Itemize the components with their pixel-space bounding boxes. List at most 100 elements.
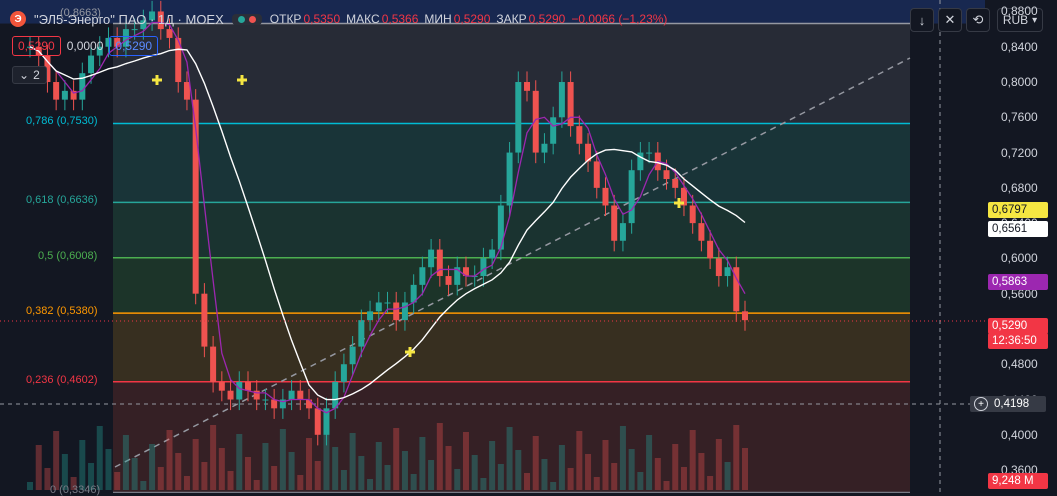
volume-bar xyxy=(323,424,330,490)
candle-body xyxy=(332,381,339,409)
crosshair-price-value: 0,4198 xyxy=(994,398,1030,410)
candle-body xyxy=(306,399,313,409)
volume-bar xyxy=(567,468,574,490)
chevron-down-icon: ▾ xyxy=(1032,14,1038,26)
candle-body xyxy=(53,82,60,100)
candle-body xyxy=(201,293,208,347)
candle-body xyxy=(593,161,600,188)
volume-bar xyxy=(140,481,147,490)
volume-bar xyxy=(201,462,208,490)
volume-bar xyxy=(288,452,295,490)
ohlc-low-value: 0,5290 xyxy=(453,12,491,26)
volume-bar xyxy=(122,435,129,490)
chevron-down-icon: ⌄ xyxy=(19,68,30,82)
indicators-toggle[interactable]: ⌄ 2 xyxy=(12,66,47,84)
candle-body xyxy=(532,90,539,153)
candle-body xyxy=(462,267,469,277)
fib-level-label: 0,618 (0,6636) xyxy=(26,194,98,207)
volume-bar xyxy=(410,474,417,490)
volume-bar xyxy=(462,432,469,490)
volume-bar xyxy=(654,458,661,490)
price-badge: 12:36:50 xyxy=(988,333,1048,349)
reset-button[interactable]: ⟲ xyxy=(966,8,990,32)
signal-marker xyxy=(152,75,162,85)
volume-bar xyxy=(131,458,138,490)
fib-level-label: (0,8663) xyxy=(60,6,101,19)
fib-level-label: 0,5 (0,6008) xyxy=(38,249,98,262)
volume-bar xyxy=(332,447,339,490)
fib-zone xyxy=(113,23,910,124)
candle-body xyxy=(79,73,86,100)
symbol-header: Э "ЭЛ5-Энерго" ПАО · 1Д · MOEX ОТКР 0,535… xyxy=(10,8,671,30)
volume-bar xyxy=(271,466,278,490)
price-tick: 0,7600 xyxy=(1001,110,1038,125)
candle-body xyxy=(506,152,513,206)
volume-bar xyxy=(401,451,408,490)
price-tick: 0,4000 xyxy=(1001,427,1038,442)
volume-bar xyxy=(96,426,103,490)
volume-bar xyxy=(619,426,626,490)
candle-body xyxy=(637,152,644,171)
volume-bar xyxy=(646,435,653,490)
crosshair-price-label: + 0,4198 xyxy=(970,396,1046,412)
scroll-down-button[interactable]: ↓ xyxy=(910,8,934,32)
candle-body xyxy=(166,29,173,38)
volume-bar xyxy=(480,478,487,490)
sell-price-button[interactable]: 0,5290 xyxy=(12,36,61,56)
volume-bar xyxy=(367,479,374,490)
candle-body xyxy=(680,187,687,206)
volume-bar xyxy=(733,425,740,490)
volume-bar xyxy=(454,469,461,490)
currency-label: RUB xyxy=(1002,13,1029,27)
candle-body xyxy=(279,399,286,409)
volume-bar xyxy=(663,481,670,490)
candle-body xyxy=(454,267,461,285)
candle-body xyxy=(576,126,583,144)
volume-bar xyxy=(550,482,557,490)
volume-bar xyxy=(358,456,365,490)
candle-body xyxy=(140,20,147,30)
candle-body xyxy=(297,390,304,400)
volume-bar xyxy=(53,431,60,490)
candle-body xyxy=(149,11,156,21)
volume-bar xyxy=(497,464,504,490)
symbol-title[interactable]: "ЭЛ5-Энерго" ПАО · 1Д · MOEX xyxy=(34,11,224,27)
volume-bar xyxy=(297,475,304,490)
volume-bar xyxy=(192,439,199,490)
candle-body xyxy=(619,223,626,241)
ohlc-low-label: МИН xyxy=(424,12,452,26)
candle-body xyxy=(105,37,112,47)
candle-body xyxy=(236,381,243,400)
candle-body xyxy=(550,117,557,144)
visibility-toggle[interactable] xyxy=(231,13,262,25)
volume-bar xyxy=(149,444,156,490)
candle-body xyxy=(114,37,121,47)
candle-body xyxy=(558,82,565,118)
candle-body xyxy=(122,29,129,47)
candle-body xyxy=(410,284,417,303)
company-logo: Э xyxy=(10,11,26,27)
collapse-button[interactable]: ✕ xyxy=(938,8,962,32)
currency-selector[interactable]: RUB ▾ xyxy=(997,8,1043,32)
volume-bar xyxy=(384,465,391,490)
volume-bar xyxy=(436,423,443,490)
candle-body xyxy=(419,267,426,285)
price-badge: 0,6561 xyxy=(988,221,1048,237)
ohlc-close-label: ЗАКР xyxy=(496,12,527,26)
candle-body xyxy=(375,302,382,312)
collapse-icon: ✕ xyxy=(944,12,956,27)
volume-bar xyxy=(541,459,548,490)
candle-body xyxy=(288,390,295,400)
volume-bar xyxy=(306,438,313,490)
price-tick: 0,4800 xyxy=(1001,357,1038,372)
plus-circle-icon[interactable]: + xyxy=(974,397,988,411)
volume-bar xyxy=(628,449,635,490)
candle-body xyxy=(271,399,278,409)
price-badge: 0,5863 xyxy=(988,274,1048,290)
buy-price-button[interactable]: 0,5290 xyxy=(109,36,159,56)
candle-body xyxy=(515,82,522,153)
candle-body xyxy=(742,311,748,321)
volume-bar xyxy=(445,446,452,490)
volume-bar xyxy=(340,470,347,490)
